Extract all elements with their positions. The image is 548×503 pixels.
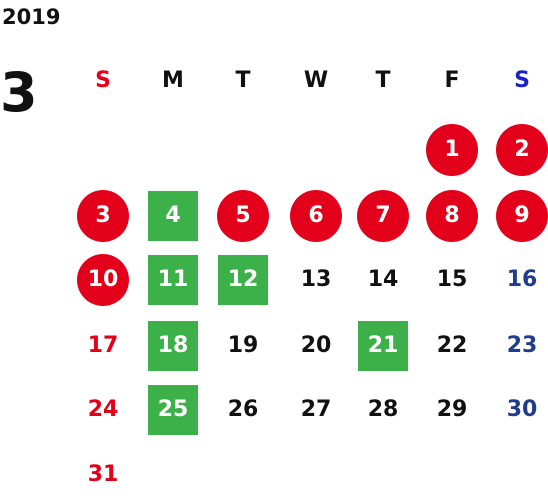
day-9: 9 (496, 190, 548, 242)
day-30: 30 (506, 397, 538, 422)
day-23: 23 (506, 333, 538, 358)
weekday-header: S M T W T F S (0, 65, 548, 97)
day-2: 2 (496, 124, 548, 176)
day-31: 31 (87, 462, 119, 487)
weekday-tuesday: T (235, 68, 251, 93)
day-6: 6 (290, 190, 342, 242)
day-5: 5 (217, 190, 269, 242)
day-8: 8 (426, 190, 478, 242)
day-20: 20 (300, 333, 332, 358)
weekday-monday: M (162, 68, 184, 93)
day-19: 19 (227, 333, 259, 358)
day-15: 15 (436, 267, 468, 292)
weekday-sunday: S (95, 68, 111, 93)
day-28: 28 (367, 397, 399, 422)
day-16: 16 (506, 267, 538, 292)
day-14: 14 (367, 267, 399, 292)
weekday-friday: F (444, 68, 460, 93)
weekday-saturday: S (514, 68, 530, 93)
day-26: 26 (227, 397, 259, 422)
day-18: 18 (148, 321, 198, 371)
month-label: 3 (0, 61, 38, 124)
day-11: 11 (148, 255, 198, 305)
day-1: 1 (426, 124, 478, 176)
day-25: 25 (148, 385, 198, 435)
year-label: 2019 (2, 5, 61, 29)
day-29: 29 (436, 397, 468, 422)
day-7: 7 (357, 190, 409, 242)
day-13: 13 (300, 267, 332, 292)
day-21: 21 (358, 321, 408, 371)
day-4: 4 (148, 191, 198, 241)
weekday-wednesday: W (303, 68, 329, 93)
day-3: 3 (77, 190, 129, 242)
weekday-thursday: T (375, 68, 391, 93)
day-12: 12 (218, 255, 268, 305)
day-27: 27 (300, 397, 332, 422)
day-10: 10 (77, 254, 129, 306)
day-24: 24 (87, 397, 119, 422)
day-22: 22 (436, 333, 468, 358)
day-17: 17 (87, 333, 119, 358)
